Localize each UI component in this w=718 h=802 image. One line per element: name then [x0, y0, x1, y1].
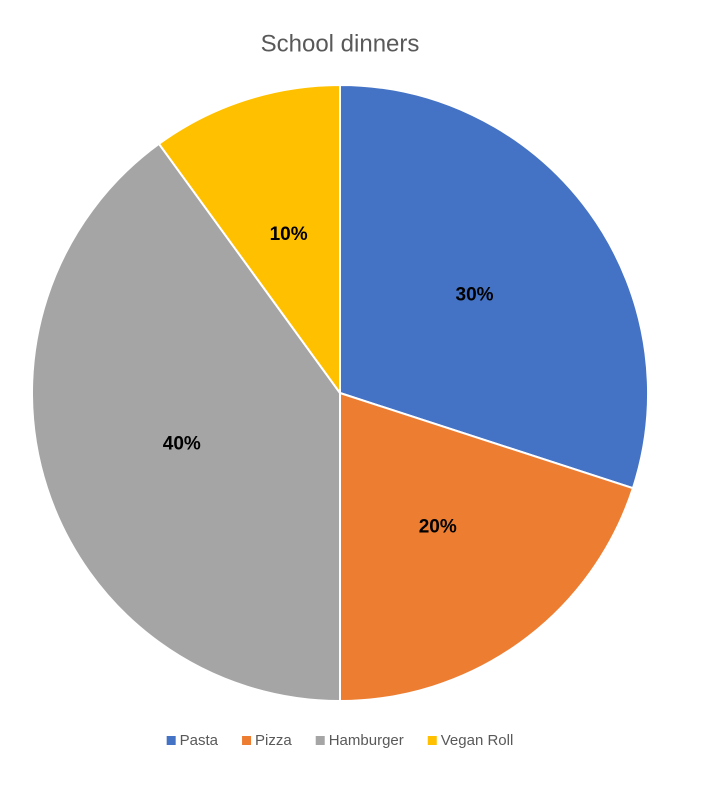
- pie-slice: [157, 83, 341, 397]
- data-label: 10%: [270, 224, 308, 245]
- legend-label: Hamburger: [329, 732, 404, 749]
- pie-slice: [339, 83, 649, 490]
- legend-label: Vegan Roll: [441, 732, 514, 749]
- chart-title: School dinners: [261, 30, 420, 57]
- legend-swatch: [315, 736, 325, 745]
- data-label: 20%: [419, 517, 457, 538]
- pie-slice: [339, 391, 635, 703]
- data-label: 40%: [163, 433, 201, 454]
- legend-label: Pasta: [180, 732, 219, 749]
- legend-swatch: [427, 736, 437, 745]
- legend-swatch: [166, 736, 176, 745]
- legend-label: Pizza: [255, 732, 292, 749]
- pie-slice: [31, 142, 341, 703]
- legend-swatch: [242, 736, 252, 745]
- data-label: 30%: [456, 284, 494, 305]
